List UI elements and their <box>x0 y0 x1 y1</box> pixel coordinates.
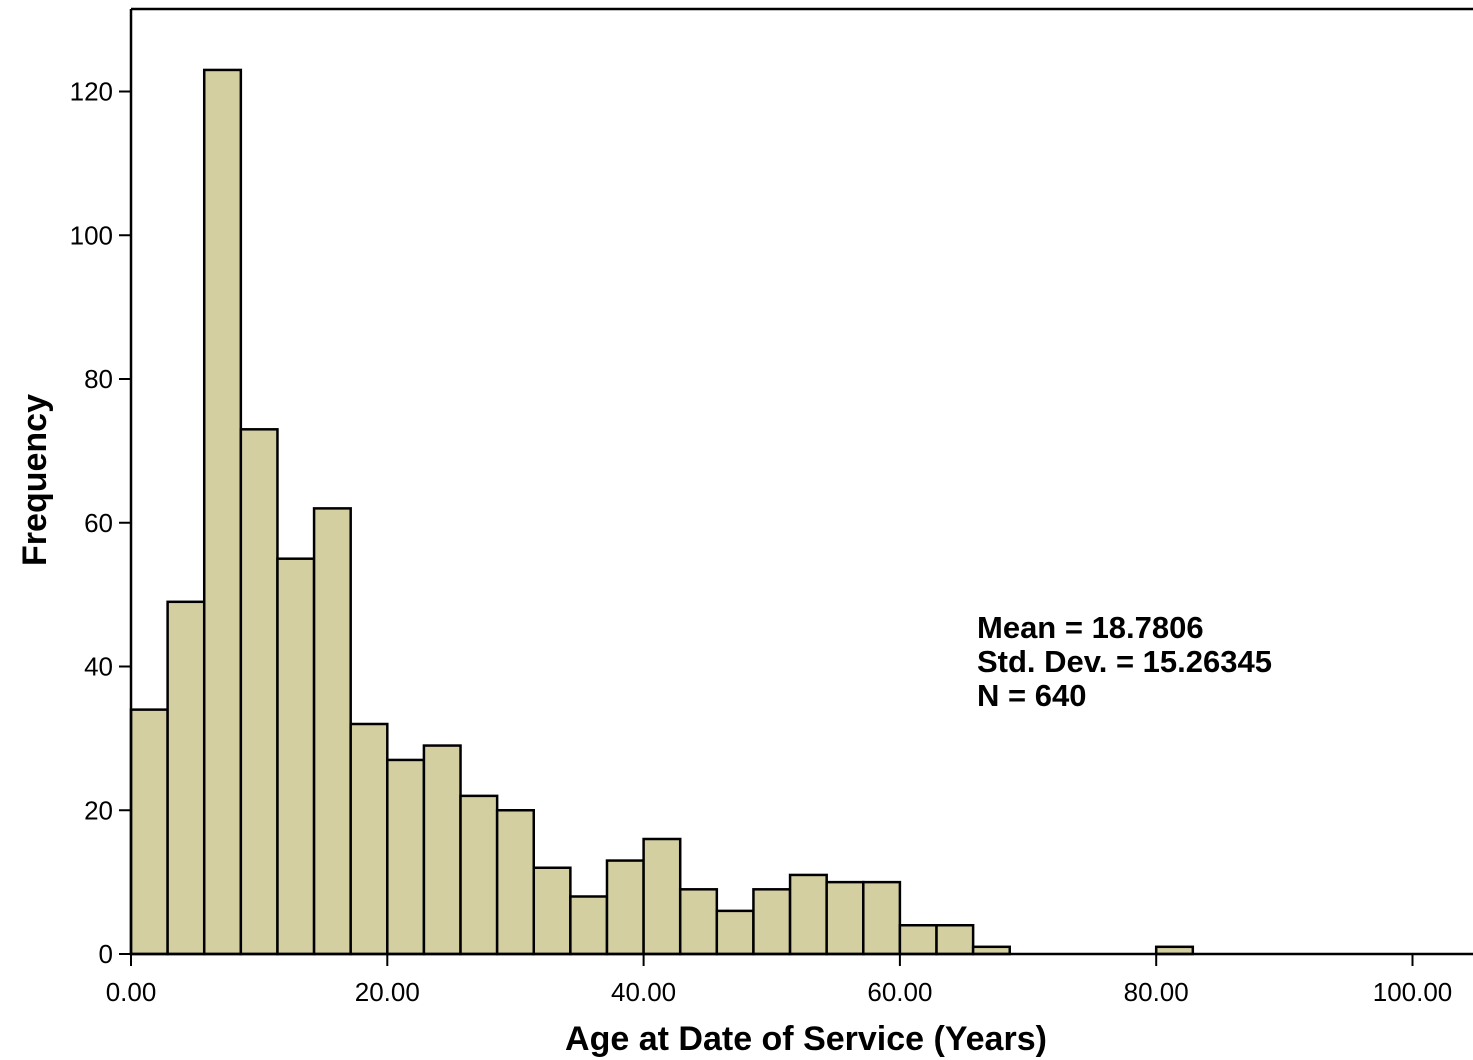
stats-n: N = 640 <box>977 678 1086 713</box>
histogram-bar <box>605 859 645 956</box>
histogram-bar <box>422 744 462 956</box>
histogram-bar <box>166 600 206 956</box>
histogram-bar <box>459 794 499 956</box>
x-tick-label: 20.00 <box>355 977 420 1007</box>
histogram-bar <box>239 428 279 956</box>
histogram-bar <box>678 888 719 956</box>
x-tick-label: 100.00 <box>1373 977 1453 1007</box>
x-tick-label: 80.00 <box>1124 977 1189 1007</box>
stats-box: Mean = 18.7806 Std. Dev. = 15.26345 N = … <box>977 610 1272 713</box>
y-tick-label: 40 <box>84 652 113 682</box>
stats-mean: Mean = 18.7806 <box>977 610 1204 645</box>
histogram-bar <box>898 924 938 956</box>
histogram-bar <box>862 880 902 956</box>
histogram-bar <box>202 68 243 956</box>
stats-std-dev: Std. Dev. = 15.26345 <box>977 644 1272 679</box>
histogram-bar <box>788 873 828 956</box>
histogram-bar <box>642 837 682 956</box>
histogram-bar <box>386 758 426 956</box>
y-tick-label: 80 <box>84 364 113 394</box>
x-axis-ticks: 0.00 20.00 40.00 60.00 80.00 100.00 <box>106 954 1453 1007</box>
y-axis-ticks: 0 20 40 60 80 100 120 <box>70 77 131 969</box>
y-tick-label: 0 <box>99 939 113 969</box>
y-tick-label: 60 <box>84 508 113 538</box>
histogram-bar <box>349 722 389 956</box>
histogram-bar <box>825 880 865 956</box>
histogram-bar <box>495 809 535 956</box>
y-tick-label: 120 <box>70 77 113 107</box>
histogram-bar <box>569 895 609 956</box>
histogram-bar <box>935 924 975 956</box>
histogram-bar <box>276 557 316 956</box>
histogram-bar <box>715 909 755 956</box>
histogram-bar <box>532 866 572 956</box>
histogram-bar <box>129 708 169 956</box>
x-tick-label: 60.00 <box>867 977 932 1007</box>
x-tick-label: 0.00 <box>106 977 157 1007</box>
x-tick-label: 40.00 <box>611 977 676 1007</box>
bars-group <box>129 68 1195 956</box>
y-axis-title: Frequency <box>16 394 54 566</box>
histogram-bar <box>752 888 792 956</box>
y-tick-label: 20 <box>84 795 113 825</box>
y-tick-label: 100 <box>70 220 113 250</box>
x-axis-title: Age at Date of Service (Years) <box>565 1020 1047 1058</box>
histogram-bar <box>312 507 352 956</box>
plot-frame <box>129 7 1473 956</box>
